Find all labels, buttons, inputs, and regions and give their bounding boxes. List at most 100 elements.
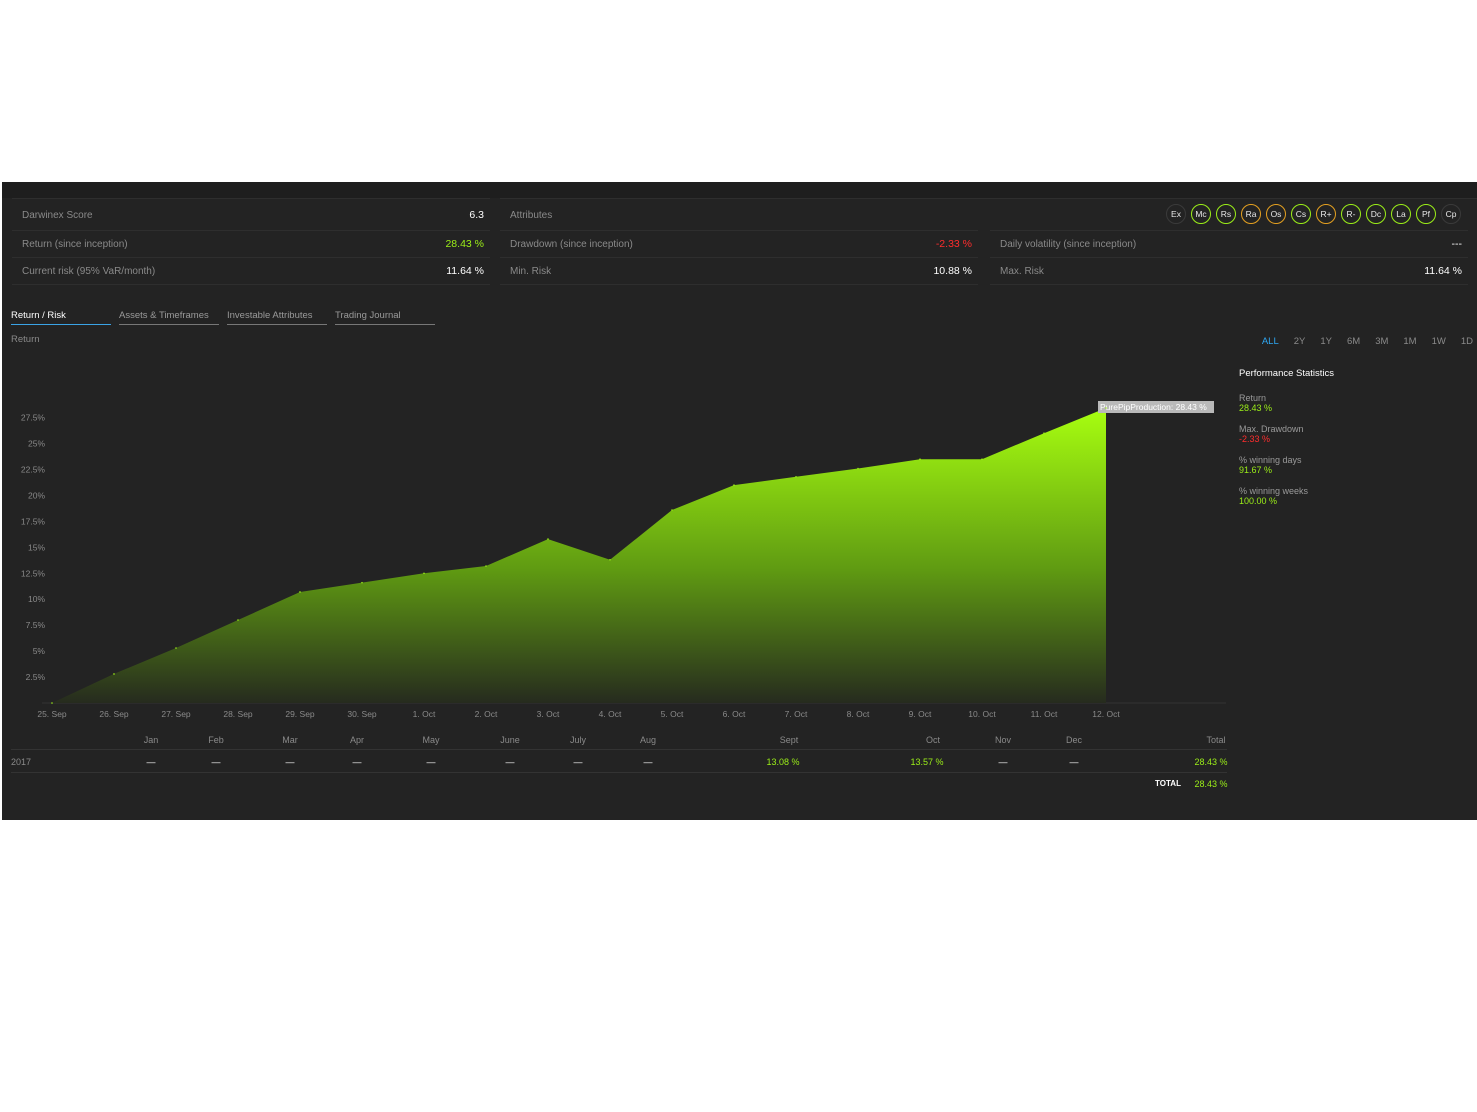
data-point[interactable]: [547, 538, 549, 540]
data-point[interactable]: [423, 572, 425, 575]
range-1d[interactable]: 1D: [1460, 336, 1473, 347]
data-point[interactable]: [795, 475, 797, 478]
metric-volatility: Daily volatility (since inception) ---: [990, 230, 1468, 257]
range-3m[interactable]: 3M: [1375, 336, 1389, 347]
x-tick-label: 2. Oct: [475, 709, 498, 719]
attribute-badge-la[interactable]: La: [1391, 204, 1411, 224]
stat-drawdown-value: -2.33 %: [1239, 434, 1271, 444]
data-point[interactable]: [857, 467, 859, 470]
data-point[interactable]: [609, 559, 611, 561]
performance-stats: Performance Statistics Return 28.43 % Ma…: [1239, 368, 1334, 517]
metric-value: 11.64 %: [446, 265, 484, 277]
month-header: Feb: [208, 735, 224, 745]
y-tick-label: 17.5%: [21, 516, 46, 526]
chart-subtitle: Return: [11, 334, 40, 345]
x-tick-label: 8. Oct: [847, 709, 870, 719]
data-point[interactable]: [733, 484, 735, 486]
month-value: 28.43 %: [1194, 757, 1228, 767]
x-tick-label: 12. Oct: [1092, 709, 1120, 719]
tooltip-text: PurePipProduction: 28.43 %: [1100, 402, 1207, 412]
attribute-badge-rs[interactable]: Rs: [1216, 204, 1236, 224]
x-tick-label: 4. Oct: [599, 709, 622, 719]
data-point[interactable]: [1043, 432, 1045, 435]
attribute-badge-pf[interactable]: Pf: [1416, 204, 1436, 224]
metric-current-risk: Current risk (95% VaR/month) 11.64 %: [12, 257, 490, 285]
range-2y[interactable]: 2Y: [1293, 336, 1306, 347]
x-tick-label: 28. Sep: [223, 709, 253, 719]
data-point[interactable]: [361, 581, 363, 584]
y-tick-label: 5%: [33, 646, 46, 656]
month-value: 13.08 %: [766, 757, 800, 767]
stat-winning-days-label: % winning days: [1239, 455, 1302, 465]
attribute-badge-dc[interactable]: Dc: [1366, 204, 1386, 224]
attribute-badge-ex[interactable]: Ex: [1166, 204, 1186, 224]
table-divider: [11, 772, 1227, 773]
x-tick-label: 30. Sep: [347, 709, 377, 719]
range-1y[interactable]: 1Y: [1320, 336, 1332, 347]
stat-return-label: Return: [1239, 393, 1267, 403]
month-header: Mar: [282, 735, 298, 745]
monthly-header-row: Jan Feb Mar Apr May June July Aug Sept Oct Nov Dec T…: [11, 730, 1227, 752]
year-cell: 2017: [11, 757, 32, 767]
x-tick-label: 27. Sep: [161, 709, 191, 719]
month-value: —: [505, 757, 515, 767]
attribute-badge-rminus[interactable]: R-: [1341, 204, 1361, 224]
tab-trading-journal[interactable]: Trading Journal: [335, 310, 435, 325]
metric-value: 10.88 %: [933, 265, 972, 277]
metric-return: Return (since inception) 28.43 %: [12, 230, 490, 257]
attribute-badge-rplus[interactable]: R+: [1316, 204, 1336, 224]
month-value: —: [643, 757, 653, 767]
attribute-badge-cp[interactable]: Cp: [1441, 204, 1461, 224]
x-tick-label: 1. Oct: [413, 709, 436, 719]
data-point[interactable]: [671, 509, 673, 511]
range-all[interactable]: ALL: [1261, 336, 1279, 347]
metric-attributes: Attributes Ex Mc Rs Ra Os Cs R+ R- Dc La Pf Cp: [500, 198, 1477, 231]
month-value: —: [998, 757, 1008, 767]
data-point[interactable]: [485, 565, 487, 567]
monthly-total-row: TOTAL 28.43 %: [11, 774, 1227, 796]
x-tick-label: 9. Oct: [909, 709, 932, 719]
data-point[interactable]: [51, 702, 53, 704]
attribute-badge-mc[interactable]: Mc: [1191, 204, 1211, 224]
data-point[interactable]: [1105, 407, 1107, 409]
metric-max-risk: Max. Risk 11.64 %: [990, 257, 1468, 285]
data-point[interactable]: [981, 458, 983, 460]
panel-top-bar: [2, 182, 1477, 198]
x-tick-label: 26. Sep: [99, 709, 129, 719]
y-tick-label: 22.5%: [21, 465, 46, 475]
stat-winning-days-value: 91.67 %: [1239, 465, 1273, 475]
y-tick-label: 10%: [28, 594, 45, 604]
attribute-badges: Ex Mc Rs Ra Os Cs R+ R- Dc La Pf Cp: [1166, 204, 1461, 224]
month-header: Jan: [143, 735, 159, 745]
month-value: 13.57 %: [910, 757, 944, 767]
metric-label: Min. Risk: [510, 266, 552, 277]
metric-value: 6.3: [469, 209, 484, 221]
range-1m[interactable]: 1M: [1403, 336, 1417, 347]
data-point[interactable]: [175, 647, 177, 649]
month-header: May: [422, 735, 440, 745]
data-point[interactable]: [919, 458, 921, 460]
month-header: Total: [1206, 735, 1226, 745]
tab-return-risk[interactable]: Return / Risk: [11, 310, 111, 325]
data-point[interactable]: [113, 673, 115, 675]
attribute-badge-ra[interactable]: Ra: [1241, 204, 1261, 224]
data-point[interactable]: [299, 591, 301, 593]
total-label: TOTAL: [1155, 779, 1181, 788]
tab-assets-timeframes[interactable]: Assets & Timeframes: [119, 310, 219, 325]
range-1w[interactable]: 1W: [1431, 336, 1446, 347]
range-6m[interactable]: 6M: [1346, 336, 1361, 347]
month-value: —: [146, 757, 156, 767]
tab-investable-attributes[interactable]: Investable Attributes: [227, 310, 327, 325]
range-selector: ALL 2Y 1Y 6M 3M 1M 1W 1D: [1262, 336, 1473, 347]
y-tick-label: 25%: [28, 439, 45, 449]
data-point[interactable]: [237, 619, 239, 621]
metric-label: Drawdown (since inception): [510, 239, 633, 250]
attribute-badge-cs[interactable]: Cs: [1291, 204, 1311, 224]
attribute-badge-os[interactable]: Os: [1266, 204, 1286, 224]
month-header: Dec: [1065, 735, 1083, 745]
metric-min-risk: Min. Risk 10.88 %: [500, 257, 978, 285]
metric-label: Darwinex Score: [22, 210, 93, 221]
stat-winning-weeks-value: 100.00 %: [1239, 496, 1278, 506]
x-tick-label: 5. Oct: [661, 709, 684, 719]
y-tick-label: 7.5%: [26, 620, 46, 630]
